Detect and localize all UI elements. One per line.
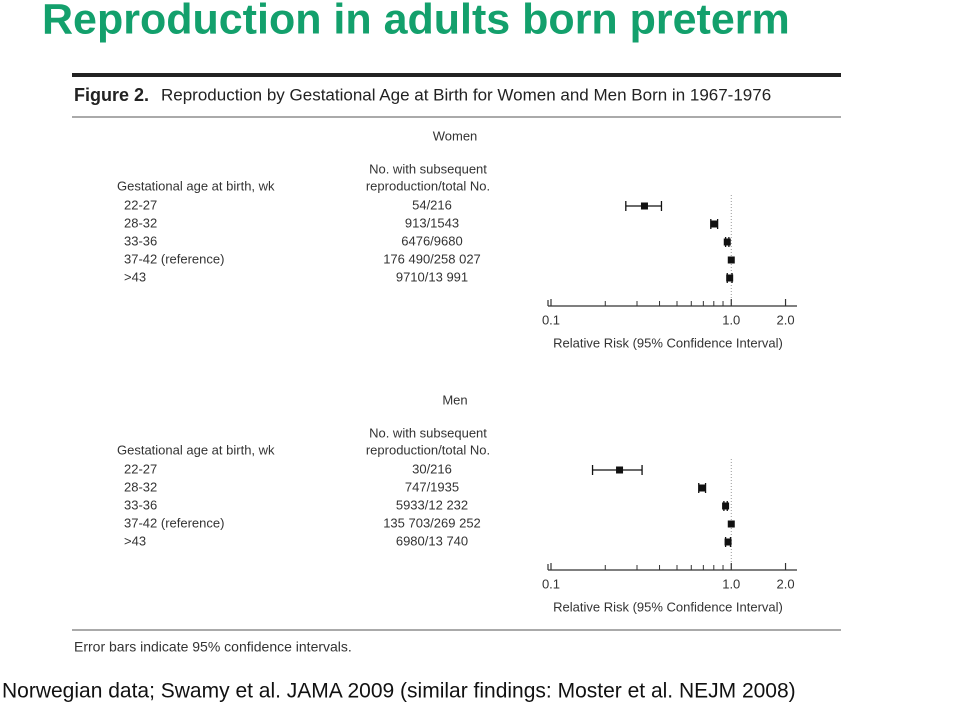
source: Norwegian data; Swamy et al. JAMA 2009 (… [2, 680, 796, 703]
point [722, 502, 730, 510]
figure-title: Figure 2. [74, 85, 149, 105]
category-label: 28-32 [124, 215, 157, 230]
point [723, 238, 731, 246]
category-label: 37-42 (reference) [124, 251, 224, 266]
count-label: 747/1935 [405, 479, 459, 494]
x-axis-label: Relative Risk (95% Confidence Interval) [553, 599, 783, 614]
point [710, 220, 718, 228]
point [724, 538, 732, 546]
count-label: 176 490/258 027 [383, 251, 481, 266]
figure-subtitle: Reproduction by Gestational Age at Birth… [161, 85, 771, 104]
category-label: 22-27 [124, 197, 157, 212]
x-tick-label: 1.0 [722, 576, 740, 591]
point [698, 484, 706, 492]
x-axis-label: Relative Risk (95% Confidence Interval) [553, 335, 783, 350]
count-label: 6980/13 740 [396, 533, 468, 548]
category-label: >43 [124, 269, 146, 284]
point [616, 466, 624, 474]
count-label: 5933/12 232 [396, 497, 468, 512]
footnote: Error bars indicate 95% confidence inter… [74, 639, 352, 655]
panel-title: Women [433, 128, 478, 143]
count-label: 54/216 [412, 197, 452, 212]
point [640, 202, 648, 210]
point [727, 256, 735, 264]
category-label: 33-36 [124, 497, 157, 512]
count-label: 135 703/269 252 [383, 515, 481, 530]
category-label: 22-27 [124, 461, 157, 476]
count-label: 30/216 [412, 461, 452, 476]
point [726, 274, 734, 282]
count-header: reproduction/total No. [366, 178, 490, 193]
panel-title: Men [442, 392, 467, 407]
row-header: Gestational age at birth, wk [117, 178, 275, 193]
x-tick-label: 1.0 [722, 312, 740, 327]
count-label: 913/1543 [405, 215, 459, 230]
point [727, 520, 735, 528]
count-label: 6476/9680 [401, 233, 462, 248]
x-tick-label: 2.0 [776, 576, 794, 591]
slide-title: Reproduction in adults born preterm [42, 0, 790, 43]
x-tick-label: 2.0 [776, 312, 794, 327]
figure-top-rule [72, 73, 841, 77]
x-tick-label: 0.1 [542, 312, 560, 327]
count-header: reproduction/total No. [366, 442, 490, 457]
category-label: 28-32 [124, 479, 157, 494]
category-label: 37-42 (reference) [124, 515, 224, 530]
count-header: No. with subsequent [369, 161, 487, 176]
count-header: No. with subsequent [369, 425, 487, 440]
x-tick-label: 0.1 [542, 576, 560, 591]
count-label: 9710/13 991 [396, 269, 468, 284]
category-label: 33-36 [124, 233, 157, 248]
category-label: >43 [124, 533, 146, 548]
row-header: Gestational age at birth, wk [117, 442, 275, 457]
